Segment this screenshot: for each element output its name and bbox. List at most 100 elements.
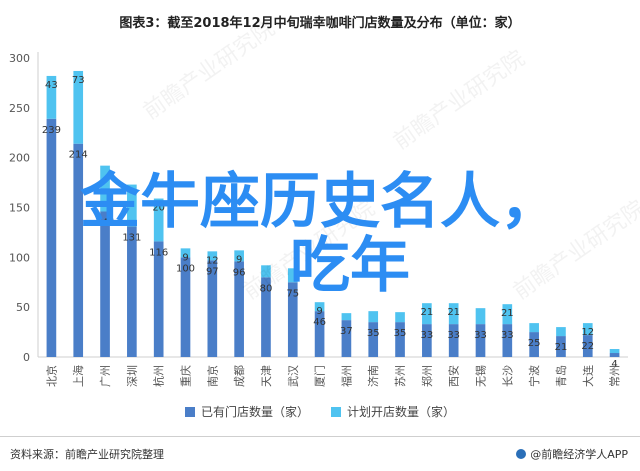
legend: 已有门店数量（家） 计划开店数量（家） — [0, 403, 640, 420]
bar-existing — [368, 322, 379, 357]
data-label-existing: 80 — [260, 283, 273, 294]
x-tick-label: 重庆 — [179, 365, 193, 387]
bar-planned — [261, 265, 271, 278]
bar-existing — [556, 336, 566, 357]
bar-planned — [395, 312, 405, 323]
x-tick-label: 大连 — [581, 365, 595, 387]
bar-existing — [448, 324, 459, 357]
data-label-planned: 21 — [420, 307, 433, 318]
x-tick-label: 杭州 — [152, 365, 166, 387]
data-label-planned: 9 — [182, 252, 188, 263]
x-tick-label: 苏州 — [394, 365, 407, 387]
bar-existing — [502, 324, 513, 357]
brand-text: @前瞻经济学人APP — [530, 448, 628, 461]
x-tick-label: 济南 — [366, 365, 380, 387]
data-label-planned: 12 — [581, 327, 594, 338]
x-tick-label: 无锡 — [474, 365, 488, 387]
bar-planned — [207, 251, 218, 261]
x-tick-label: 北京 — [44, 365, 58, 387]
y-tick-label: 50 — [16, 301, 30, 314]
data-label-existing: 131 — [122, 232, 141, 243]
bar-planned — [475, 308, 486, 325]
data-label-planned: 9 — [236, 254, 242, 265]
bar-planned — [341, 313, 352, 321]
chart-title: 图表3：截至2018年12月中旬瑞幸咖啡门店数量及分布（单位：家） — [119, 16, 521, 31]
bar-existing — [314, 311, 325, 357]
x-tick-label: 厦门 — [313, 365, 327, 387]
bar-planned — [529, 323, 539, 333]
legend-swatch-planned — [331, 406, 341, 417]
data-label-planned: 9 — [316, 306, 322, 317]
bar-planned — [100, 165, 110, 212]
bar-planned — [422, 303, 432, 325]
bar-planned — [46, 75, 57, 119]
x-tick-label: 福州 — [339, 365, 353, 387]
bar-existing — [341, 320, 352, 357]
data-label-planned: 43 — [45, 80, 58, 91]
bar-existing — [180, 257, 191, 357]
data-label-existing: 116 — [149, 247, 168, 258]
bar-existing — [287, 282, 298, 357]
data-label-existing: 100 — [176, 263, 195, 274]
data-label-existing: 33 — [447, 330, 460, 341]
bar-existing — [207, 260, 218, 357]
data-label-existing: 214 — [69, 150, 88, 161]
footer: 资料来源：前瞻产业研究院整理 @前瞻经济学人APP — [0, 436, 640, 471]
x-tick-label: 西安 — [447, 365, 461, 387]
data-label-planned: 21 — [501, 308, 514, 319]
brand-credit: @前瞻经济学人APP — [516, 446, 628, 462]
x-tick-label: 天津 — [260, 365, 273, 387]
bar-existing — [529, 332, 539, 357]
source-note: 资料来源：前瞻产业研究院整理 — [10, 448, 164, 461]
bar-planned — [314, 302, 325, 312]
bar-existing — [127, 226, 137, 357]
data-label-existing: 33 — [420, 330, 433, 341]
data-label-existing: 96 — [233, 267, 246, 278]
data-label-existing: 25 — [528, 338, 541, 349]
data-label-planned: 20 — [152, 203, 165, 214]
data-label-existing: 35 — [394, 328, 407, 339]
bar-existing — [153, 241, 164, 357]
data-label-planned: 12 — [206, 255, 219, 266]
y-tick-label: 0 — [23, 351, 30, 364]
bar-planned — [502, 304, 513, 325]
bar-existing — [582, 335, 593, 357]
data-label-existing: 33 — [501, 330, 514, 341]
bar-existing — [73, 143, 84, 357]
x-tick-label: 青岛 — [554, 365, 568, 387]
bar-existing — [46, 118, 57, 358]
data-label-existing: 239 — [42, 125, 61, 136]
legend-label-planned: 计划开店数量（家） — [347, 405, 456, 419]
x-tick-label: 常州 — [609, 365, 622, 387]
x-tick-label: 长沙 — [501, 365, 514, 387]
legend-label-existing: 已有门店数量（家） — [200, 405, 309, 419]
brand-logo-icon — [516, 449, 527, 459]
bar-planned — [127, 184, 137, 227]
bar-existing — [234, 261, 244, 357]
data-label-existing: 37 — [340, 326, 353, 337]
bar-planned — [234, 250, 244, 262]
bar-existing — [100, 211, 110, 357]
bar-planned — [153, 198, 164, 242]
legend-item-planned: 计划开店数量（家） — [331, 403, 455, 420]
bar-existing — [395, 322, 405, 357]
bar-existing — [609, 353, 620, 357]
data-label-existing: 33 — [474, 330, 487, 341]
bar-chart: 05010015020025030023943北京21473上海146广州131… — [9, 52, 628, 387]
y-tick-label: 100 — [9, 251, 30, 264]
x-tick-label: 南京 — [205, 365, 219, 387]
y-tick-label: 200 — [9, 152, 30, 165]
bar-planned — [368, 311, 379, 323]
bar-planned — [448, 303, 459, 325]
bar-planned — [180, 248, 191, 258]
bar-planned — [73, 70, 84, 144]
bar-planned — [609, 349, 620, 354]
x-tick-label: 上海 — [71, 365, 85, 387]
bar-planned — [287, 268, 298, 283]
bar-planned — [582, 323, 593, 336]
y-tick-label: 250 — [9, 102, 30, 115]
data-label-planned: 73 — [72, 75, 85, 86]
data-label-existing: 146 — [95, 217, 114, 228]
data-label-existing: 22 — [581, 341, 594, 352]
data-label-existing: 35 — [367, 328, 380, 339]
